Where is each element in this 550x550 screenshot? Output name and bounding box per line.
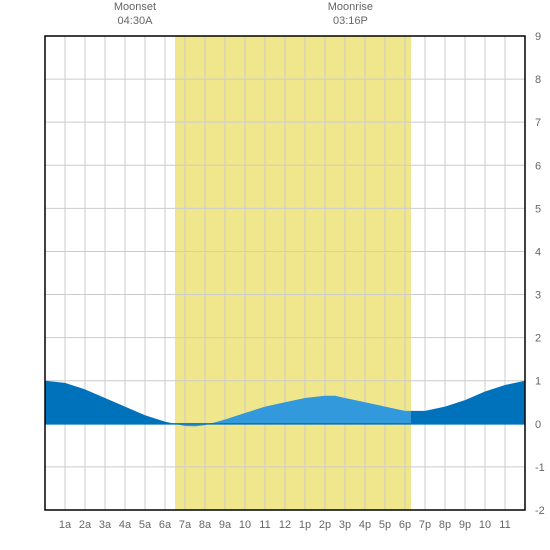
- x-tick-label: 3p: [339, 519, 351, 531]
- x-tick-label: 1a: [59, 519, 72, 531]
- annotation-layer: Moonset 04:30A Moonrise 03:16P: [0, 0, 550, 36]
- x-tick-label: 2a: [79, 519, 92, 531]
- tide-chart: Moonset 04:30A Moonrise 03:16P -2-101234…: [0, 0, 550, 550]
- y-tick-label: 3: [535, 290, 541, 302]
- x-tick-label: 7p: [419, 519, 431, 531]
- x-tick-label: 10: [479, 519, 491, 531]
- x-tick-label: 9a: [219, 519, 232, 531]
- moonset-title: Moonset: [114, 0, 156, 14]
- y-tick-label: 6: [535, 160, 541, 172]
- x-tick-label: 5p: [379, 519, 391, 531]
- y-tick-label: 4: [535, 246, 541, 258]
- x-tick-label: 6a: [159, 519, 172, 531]
- x-tick-label: 9p: [459, 519, 471, 531]
- moonset-time: 04:30A: [114, 14, 156, 28]
- y-tick-label: 0: [535, 419, 541, 431]
- y-tick-label: 5: [535, 203, 541, 215]
- moonrise-title: Moonrise: [328, 0, 373, 14]
- y-tick-label: 7: [535, 117, 541, 129]
- x-tick-label: 10: [239, 519, 251, 531]
- y-tick-label: -1: [535, 462, 545, 474]
- daylight-band: [175, 36, 411, 510]
- moonrise-time: 03:16P: [328, 14, 373, 28]
- moonrise-label: Moonrise 03:16P: [328, 0, 373, 29]
- y-tick-label: 2: [535, 333, 541, 345]
- y-tick-label: 8: [535, 74, 541, 86]
- x-tick-label: 6p: [399, 519, 411, 531]
- moonset-label: Moonset 04:30A: [114, 0, 156, 29]
- x-tick-label: 5a: [139, 519, 152, 531]
- chart-svg: -2-101234567891a2a3a4a5a6a7a8a9a1011121p…: [0, 0, 550, 550]
- x-tick-label: 2p: [319, 519, 331, 531]
- x-tick-label: 12: [279, 519, 291, 531]
- x-tick-label: 4p: [359, 519, 371, 531]
- x-tick-label: 11: [499, 519, 510, 531]
- x-tick-label: 8p: [439, 519, 451, 531]
- y-tick-label: 1: [535, 376, 541, 388]
- x-tick-label: 8a: [199, 519, 212, 531]
- x-tick-label: 4a: [119, 519, 132, 531]
- x-tick-label: 3a: [99, 519, 112, 531]
- x-tick-label: 11: [259, 519, 270, 531]
- y-tick-label: -2: [535, 505, 545, 517]
- x-tick-label: 7a: [179, 519, 192, 531]
- x-tick-label: 1p: [299, 519, 311, 531]
